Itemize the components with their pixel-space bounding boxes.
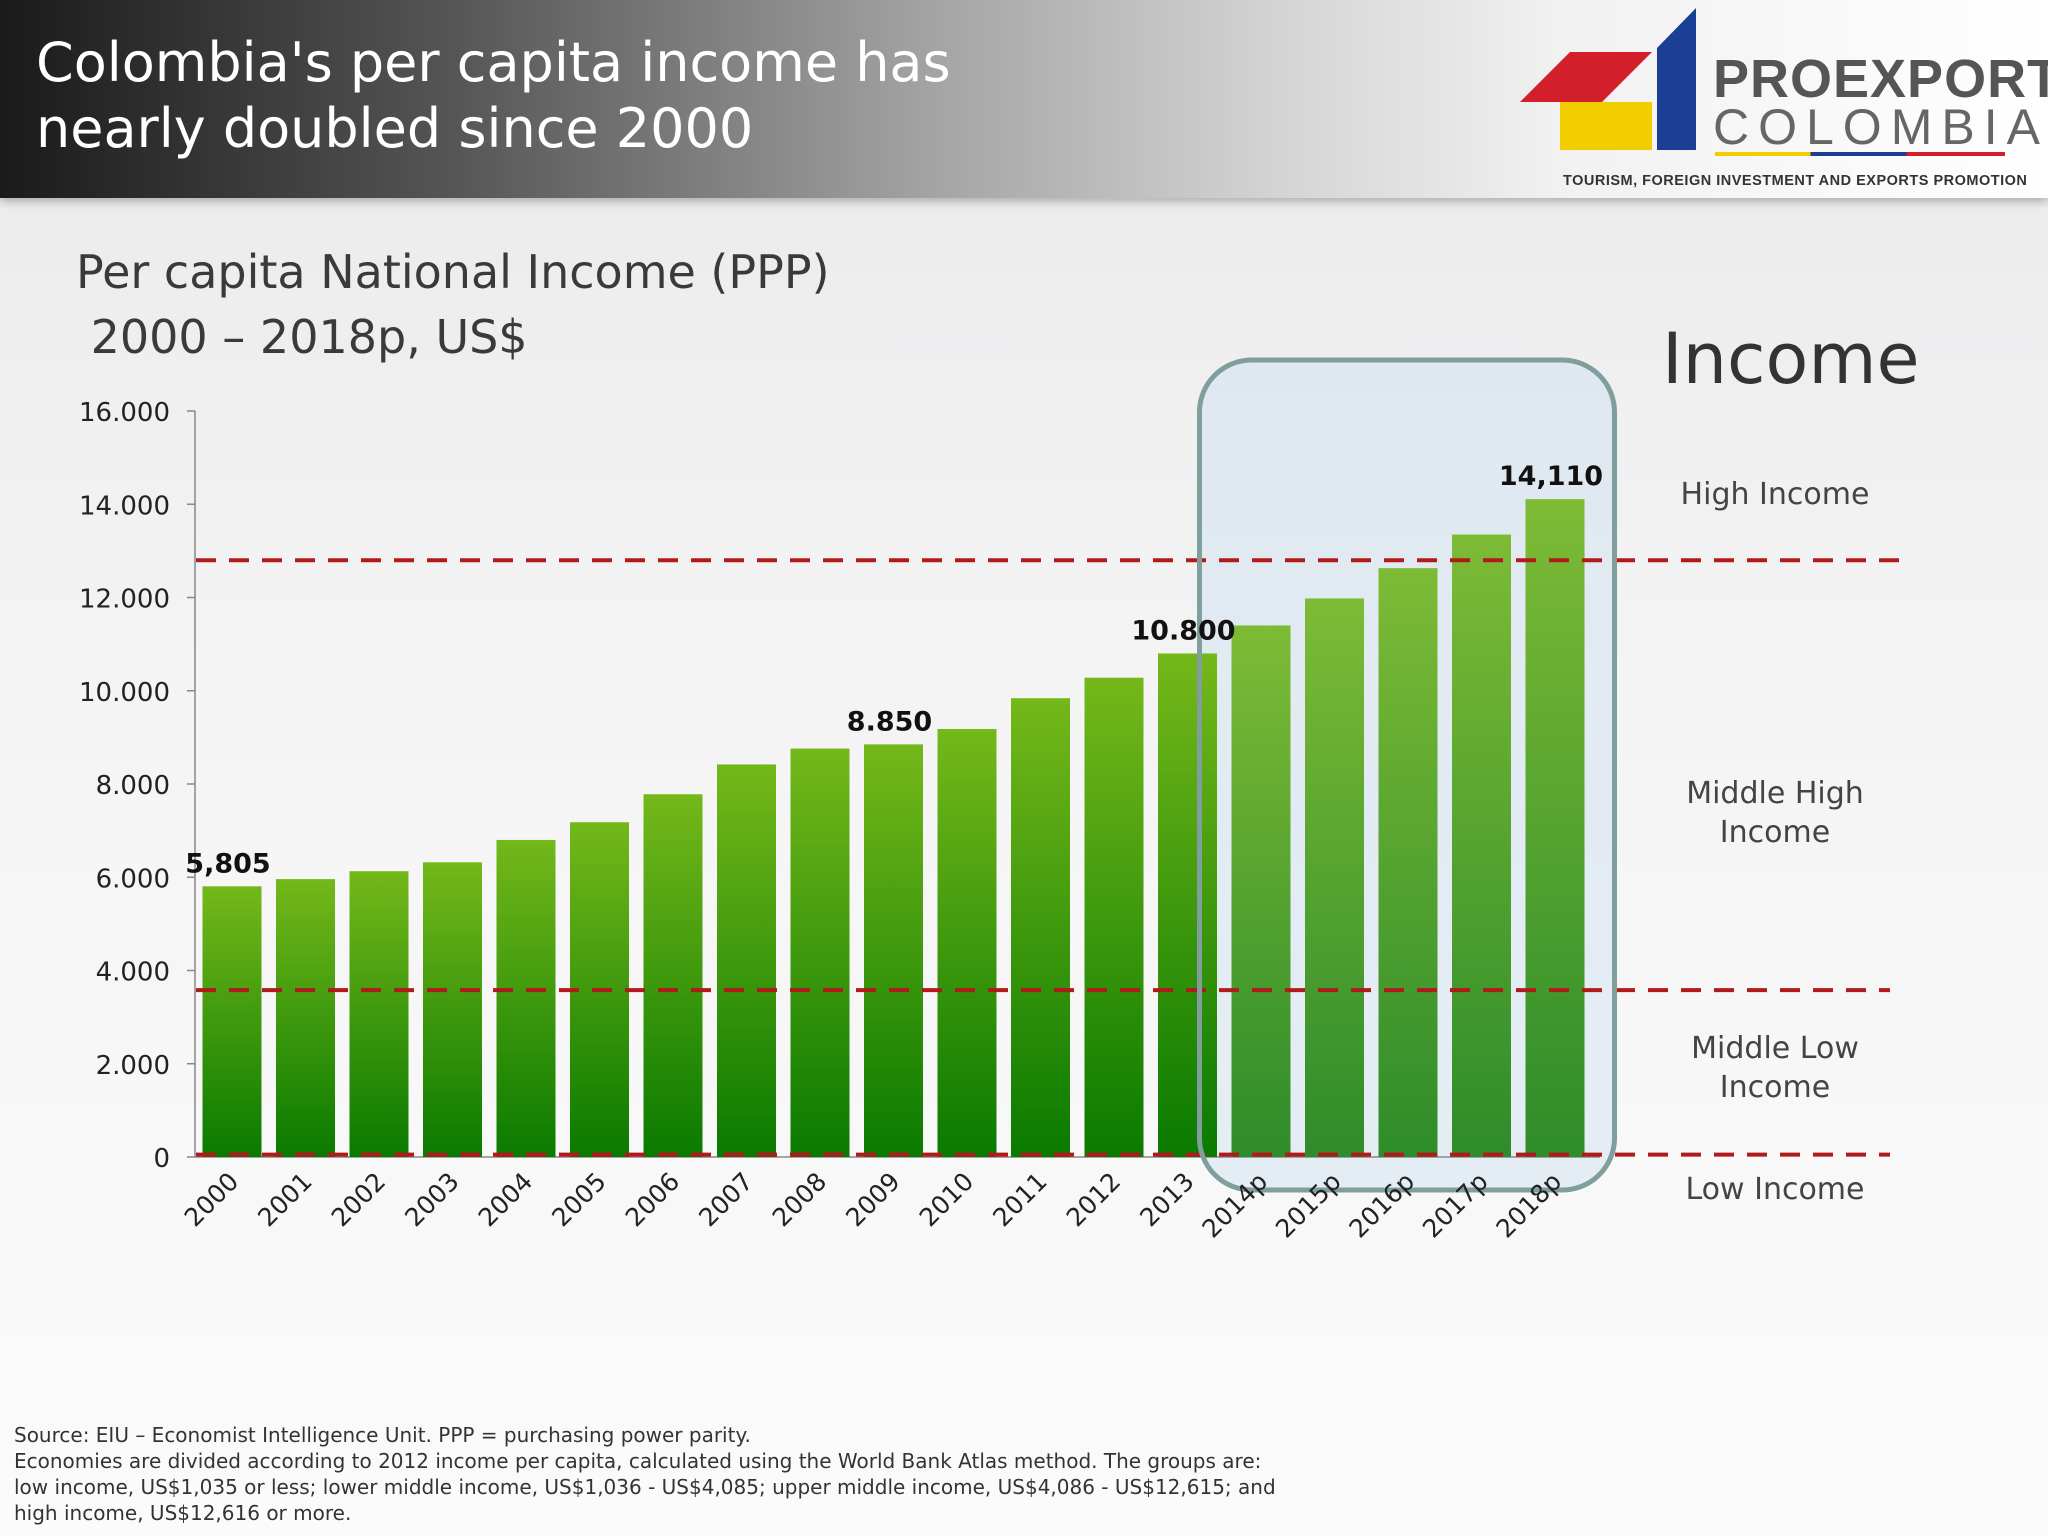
band-label-middle-high: Middle High Income: [1686, 776, 1864, 850]
bar-2006: [643, 794, 703, 1157]
logo-word-colombia: COLOMBIA: [1713, 99, 2048, 155]
x-tick-label: 2001: [252, 1167, 317, 1232]
x-tick-label: 2013: [1134, 1167, 1199, 1232]
source-note: Source: EIU – Economist Intelligence Uni…: [14, 1422, 1294, 1526]
x-tick-label: 2002: [326, 1167, 391, 1232]
bar-2000: [202, 886, 262, 1157]
logo-mark-icon: [1520, 8, 1696, 150]
x-tick-label: 2012: [1061, 1167, 1126, 1232]
source-line: Source: EIU – Economist Intelligence Uni…: [14, 1423, 751, 1447]
y-tick-label: 4.000: [96, 958, 170, 988]
logo-color-rule: [1715, 152, 2005, 156]
bar-2011: [1011, 698, 1070, 1157]
logo-yellow-shape: [1560, 102, 1652, 150]
y-tick-label: 6.000: [96, 864, 170, 894]
bar-2017p: [1452, 534, 1511, 1157]
band-label-high: High Income: [1680, 477, 1870, 512]
x-tick-label: 2011: [987, 1167, 1052, 1232]
x-tick-label: 2010: [914, 1167, 979, 1232]
bar-2001: [276, 879, 335, 1157]
data-label-2000: 5,805: [185, 848, 270, 879]
y-tick-label: 14.000: [79, 491, 170, 521]
bar-2004: [496, 839, 556, 1157]
data-label-2009: 8.850: [847, 706, 932, 737]
bar-2013: [1158, 653, 1217, 1157]
bar-2008: [790, 748, 850, 1157]
bar-2014p: [1231, 625, 1291, 1157]
bar-2003: [423, 862, 482, 1157]
logo-tagline: TOURISM, FOREIGN INVESTMENT AND EXPORTS …: [1563, 173, 2028, 189]
x-tick-label: 2006: [620, 1167, 685, 1232]
bar-2007: [717, 764, 776, 1157]
y-tick-label: 16.000: [79, 398, 170, 428]
logo-red-shape: [1520, 52, 1652, 102]
y-tick-label: 12.000: [79, 585, 170, 615]
x-tick-label: 2007: [693, 1167, 758, 1232]
proexport-logo: PROEXPORT COLOMBIA TOURISM, FOREIGN INVE…: [1510, 0, 2048, 198]
y-tick-label: 0: [153, 1144, 170, 1174]
bar-2009: [864, 744, 923, 1157]
logo-blue-shape: [1657, 8, 1696, 150]
x-tick-label: 2003: [399, 1167, 464, 1232]
bar-2002: [349, 871, 409, 1157]
logo-word-proexport: PROEXPORT: [1713, 49, 2048, 109]
x-tick-label: 2005: [546, 1167, 611, 1232]
bar-2016p: [1378, 568, 1438, 1157]
income-heading: Income: [1662, 318, 1920, 400]
methodology-note: Economies are divided according to 2012 …: [14, 1449, 1276, 1525]
data-label-2013: 10.800: [1131, 615, 1235, 646]
slide-title: Colombia's per capita income has nearly …: [36, 31, 951, 160]
chart-title: Per capita National Income (PPP) 2000 – …: [76, 245, 830, 364]
bar-2015p: [1305, 598, 1364, 1157]
y-tick-label: 2.000: [96, 1051, 170, 1081]
header-bar: Colombia's per capita income has nearly …: [0, 0, 2048, 198]
x-tick-label: 2009: [840, 1167, 905, 1232]
forecast-highlight-border: [1197, 357, 1617, 1193]
bar-2012: [1084, 677, 1144, 1157]
y-tick-label: 8.000: [96, 771, 170, 801]
data-label-2018p: 14,110: [1499, 461, 1603, 492]
x-tick-label: 2008: [767, 1167, 832, 1232]
bar-2018p: [1525, 499, 1585, 1158]
band-label-middle-low: Middle Low Income: [1691, 1031, 1859, 1105]
bar-2010: [937, 728, 997, 1157]
x-tick-label: 2004: [473, 1167, 538, 1232]
x-tick-label: 2000: [179, 1167, 244, 1232]
band-label-low: Low Income: [1685, 1172, 1865, 1207]
y-tick-label: 10.000: [79, 678, 170, 708]
